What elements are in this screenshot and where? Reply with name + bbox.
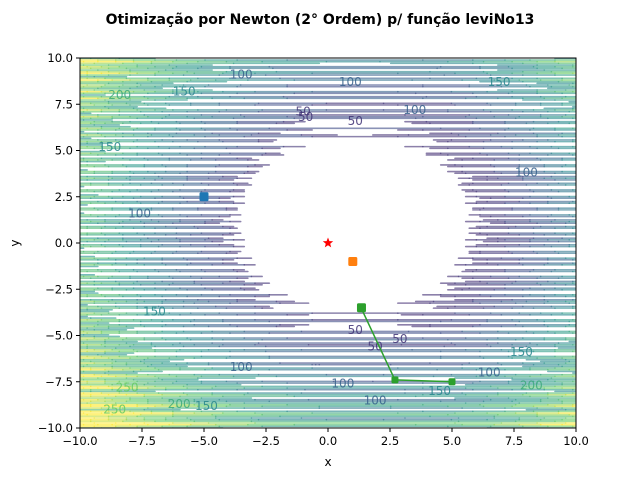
y-tick-label: 7.5 — [55, 97, 73, 111]
contour-label: 150 — [98, 140, 121, 154]
contour-label: 100 — [339, 75, 362, 89]
contour-label: 50 — [367, 340, 382, 354]
x-axis: −10.0 −7.5 −5.0 −2.5 0.0 2.5 5.0 7.5 10.0 — [62, 428, 589, 448]
x-tick-label: 0.0 — [319, 434, 337, 448]
contour-label: 50 — [348, 323, 363, 337]
chart-title: Otimização por Newton (2° Ordem) p/ funç… — [106, 12, 535, 28]
y-tick-label: −7.5 — [45, 375, 73, 389]
x-tick-label: 7.5 — [505, 434, 523, 448]
contour-label: 100 — [128, 206, 151, 220]
y-axis-label: y — [8, 239, 22, 246]
path-point-2-1 — [391, 376, 399, 384]
y-tick-label: 5.0 — [55, 144, 73, 158]
contour-label: 150 — [143, 304, 166, 318]
contour-label: 100 — [230, 68, 253, 82]
contour-label: 100 — [331, 377, 354, 391]
contour-label: 150 — [488, 75, 511, 89]
contour-label: 150 — [173, 84, 196, 98]
x-axis-label: x — [324, 455, 331, 469]
contour-label: 200 — [108, 88, 131, 102]
y-tick-label: 2.5 — [55, 190, 73, 204]
contour-label: 150 — [510, 345, 533, 359]
contour-label: 50 — [296, 105, 311, 119]
x-tick-label: 5.0 — [443, 434, 461, 448]
contour-label: 50 — [348, 114, 363, 128]
x-tick-label: 10.0 — [563, 434, 589, 448]
contour-field — [80, 58, 576, 428]
contour-label: 100 — [403, 103, 426, 117]
y-tick-label: 10.0 — [47, 51, 73, 65]
path-point-0-0 — [199, 192, 209, 202]
contour-label: 250 — [103, 403, 126, 417]
y-tick-label: −5.0 — [45, 329, 73, 343]
contour-label: 50 — [298, 110, 313, 124]
x-tick-label: −10.0 — [62, 434, 97, 448]
x-tick-label: −2.5 — [252, 434, 280, 448]
contour-label: 200 — [520, 378, 543, 392]
contour-label: 50 — [392, 332, 407, 346]
path-point-2-0 — [448, 378, 456, 386]
x-tick-label: 2.5 — [381, 434, 399, 448]
y-axis: −10.0 −7.5 −5.0 −2.5 0.0 2.5 5.0 7.5 10.0 — [38, 51, 80, 435]
contour-label: 100 — [364, 393, 387, 407]
contour-label: 150 — [195, 399, 218, 413]
x-tick-label: −7.5 — [128, 434, 156, 448]
contour-label: 100 — [230, 360, 253, 374]
optimum-star-marker — [322, 237, 334, 248]
contour-label: 100 — [478, 366, 501, 380]
contour-label: 150 — [428, 384, 451, 398]
path-point-2-3 — [356, 303, 366, 313]
x-tick-label: −5.0 — [190, 434, 218, 448]
y-tick-label: 0.0 — [55, 236, 73, 250]
contour-label: 250 — [116, 380, 139, 394]
path-point-1-0 — [348, 257, 358, 266]
optimization-paths — [199, 192, 456, 386]
contour-label: 200 — [168, 397, 191, 411]
y-tick-label: −2.5 — [45, 282, 73, 296]
contour-label: 100 — [515, 166, 538, 180]
y-tick-label: −10.0 — [38, 421, 73, 435]
